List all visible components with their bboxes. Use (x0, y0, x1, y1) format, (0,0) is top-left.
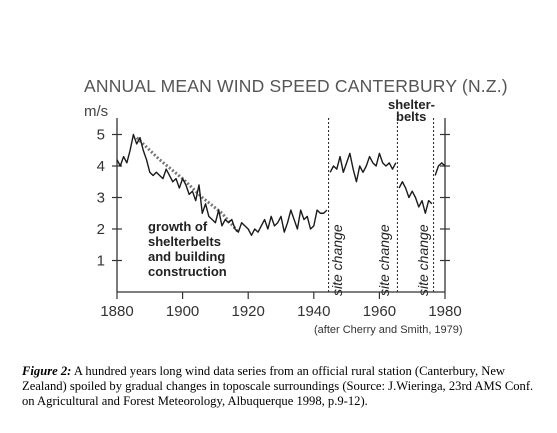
trend-line (135, 136, 240, 234)
figure-caption: Figure 2: A hundred years long wind data… (22, 364, 537, 409)
x-tick-label-1920: 1920 (232, 303, 265, 320)
x-tick-label-1980: 1980 (428, 303, 461, 320)
growth-annotation-line-2: shelterbelts (148, 234, 221, 249)
caption-label: Figure 2: (22, 364, 72, 378)
site-change-label-1: site change (329, 224, 345, 296)
trend-line-group (135, 136, 240, 234)
y-tick-label-1: 1 (97, 253, 105, 270)
growth-annotation-line-3: and building (148, 249, 225, 264)
growth-annotation: growth of shelterbelts and building cons… (148, 219, 227, 279)
x-tick-label-1880: 1880 (100, 303, 133, 320)
site-change-label-3: site change (415, 224, 431, 296)
y-tick-label-2: 2 (97, 221, 105, 238)
series-line-segment-2 (329, 152, 397, 183)
series-group (116, 133, 446, 237)
x-tick-label-1960: 1960 (363, 303, 396, 320)
y-tick-label-5: 5 (97, 127, 105, 144)
growth-annotation-line-4: construction (148, 264, 227, 279)
x-tick-label-1940: 1940 (297, 303, 330, 320)
x-tick-label-1900: 1900 (166, 303, 199, 320)
shelterbelts-label-line-1: shelter- (388, 97, 435, 112)
caption-text: A hundred years long wind data series fr… (22, 364, 534, 408)
axis-ticks: 1 2 3 4 5 1880 1900 1920 1940 1960 1980 (97, 127, 462, 321)
shelterbelts-label-line-2: belts (396, 109, 426, 124)
series-line-segment-4 (434, 162, 446, 176)
source-note: (after Cherry and Smith, 1979) (314, 324, 463, 336)
site-change-label-2: site change (376, 224, 392, 296)
y-tick-label-3: 3 (97, 190, 105, 207)
y-axis-unit: m/s (84, 103, 108, 120)
series-line-segment-1 (116, 133, 328, 237)
chart-title: ANNUAL MEAN WIND SPEED CANTERBURY (N.Z.) (84, 76, 508, 96)
wind-speed-chart: ANNUAL MEAN WIND SPEED CANTERBURY (N.Z.)… (84, 76, 508, 336)
series-line-segment-3 (398, 181, 433, 214)
site-change-lines (328, 118, 435, 292)
growth-annotation-line-1: growth of (148, 219, 208, 234)
y-tick-label-4: 4 (97, 158, 105, 175)
shelterbelts-annotation: shelter- belts (388, 97, 435, 124)
axes (116, 118, 446, 293)
